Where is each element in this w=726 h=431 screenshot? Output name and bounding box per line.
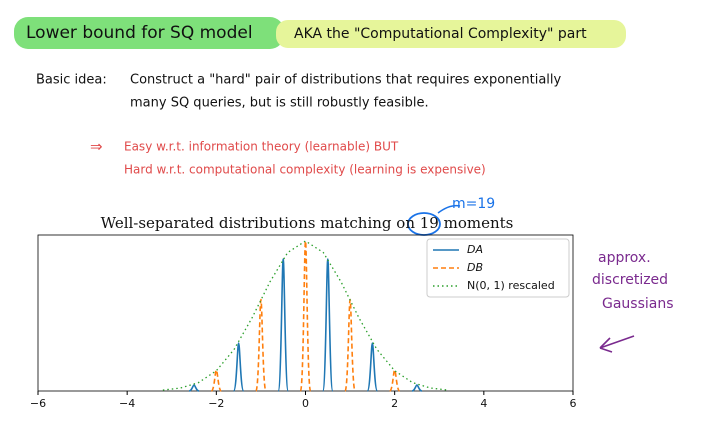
x-tick-label: −6 [30, 397, 46, 410]
spike [210, 369, 223, 392]
side-note: discretized [592, 272, 668, 288]
x-tick-label: 2 [391, 397, 398, 410]
side-note: approx. [598, 250, 651, 266]
implication-line: Hard w.r.t. computational complexity (le… [124, 163, 486, 177]
spike [322, 258, 334, 392]
spike [411, 384, 423, 392]
legend-label: DB [467, 261, 483, 274]
chart-title: Well-separated distributions matching on… [101, 214, 514, 232]
m-note: m=19 [452, 196, 495, 212]
idea-line: many SQ queries, but is still robustly f… [130, 96, 429, 111]
aka-highlight [276, 20, 626, 48]
side-note: Gaussians [602, 296, 674, 312]
idea-line: Construct a "hard" pair of distributions… [130, 73, 562, 88]
pointer [437, 204, 461, 214]
arrow: ⇒ [90, 138, 103, 156]
spike [232, 342, 245, 392]
legend-label: DA [467, 243, 483, 256]
spike [255, 298, 267, 392]
spike [299, 240, 312, 392]
x-tick-label: −2 [208, 397, 224, 410]
x-tick-label: −4 [119, 397, 135, 410]
spike [277, 258, 289, 392]
spike [366, 342, 379, 392]
title: Lower bound for SQ model [26, 23, 253, 43]
side-arrow [599, 335, 635, 353]
legend-label: N(0, 1) rescaled [467, 279, 555, 292]
chart: Well-separated distributions matching on… [30, 214, 577, 410]
x-tick-label: 4 [480, 397, 487, 410]
spike [388, 369, 401, 392]
x-tick-label: 6 [570, 397, 577, 410]
x-tick-label: 0 [302, 397, 309, 410]
legend-box [426, 238, 570, 298]
legend: DA DB N(0, 1) rescaled [426, 238, 570, 298]
title-highlight [14, 17, 284, 49]
spike [344, 298, 356, 392]
aka: AKA the "Computational Complexity" part [294, 26, 587, 42]
spike [188, 384, 200, 392]
curve [162, 240, 449, 391]
implication-line: Easy w.r.t. information theory (learnabl… [124, 140, 399, 154]
idea-label: Basic idea: [36, 73, 107, 88]
